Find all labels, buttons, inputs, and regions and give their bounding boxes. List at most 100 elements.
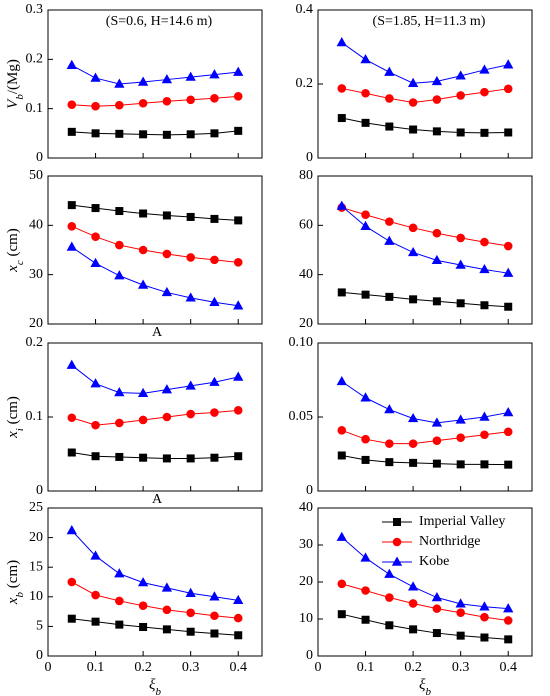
marker-square xyxy=(234,216,243,225)
marker-circle xyxy=(337,84,347,93)
marker-circle xyxy=(162,96,172,106)
marker-triangle xyxy=(384,66,395,76)
marker-square xyxy=(234,126,243,135)
y-tick-label: 20 xyxy=(299,574,313,589)
marker-square xyxy=(409,295,418,304)
marker-circle xyxy=(480,87,489,97)
marker-square xyxy=(361,118,370,127)
marker-square xyxy=(186,454,195,463)
series-line xyxy=(71,364,239,394)
marker-triangle xyxy=(161,384,173,394)
marker-circle xyxy=(67,577,77,587)
panel: 0 10 20 30 40 0 0.1 0.2 0.3 0.4 ξb Imperial Valley N… xyxy=(299,500,533,696)
axis-label-suffix: (cm) xyxy=(5,228,21,260)
marker-square xyxy=(361,455,370,464)
marker-circle xyxy=(456,608,465,618)
marker-circle xyxy=(186,608,195,618)
y-tick-label: 15 xyxy=(29,559,43,574)
y-tick-label: 50 xyxy=(29,168,43,183)
marker-circle xyxy=(91,101,100,111)
marker-square xyxy=(504,302,513,311)
marker-triangle xyxy=(114,78,125,88)
marker-square xyxy=(210,129,219,138)
marker-triangle xyxy=(503,603,514,613)
marker-triangle xyxy=(137,387,149,398)
marker-circle xyxy=(210,408,219,417)
marker-circle xyxy=(233,258,243,267)
marker-triangle xyxy=(233,300,244,310)
marker-square xyxy=(186,130,195,139)
marker-square xyxy=(385,122,394,131)
marker-triangle xyxy=(209,296,220,306)
marker-square xyxy=(385,621,394,630)
marker-square xyxy=(361,290,370,299)
marker-circle xyxy=(233,406,243,415)
marker-square xyxy=(91,129,100,138)
plot-frame xyxy=(47,175,263,325)
marker-square xyxy=(115,452,124,461)
y-tick-label: 5 xyxy=(36,619,43,634)
marker-square xyxy=(409,458,418,467)
marker-triangle xyxy=(407,581,419,591)
marker-circle xyxy=(408,223,418,233)
marker-triangle xyxy=(90,378,101,388)
marker-circle xyxy=(210,255,219,265)
marker-circle xyxy=(115,240,124,250)
marker-square xyxy=(162,454,171,463)
marker-square xyxy=(139,130,148,139)
marker-square xyxy=(504,635,513,644)
marker-square xyxy=(337,610,346,619)
plot-frame xyxy=(47,9,263,159)
marker-circle xyxy=(186,95,195,105)
marker-circle xyxy=(432,95,442,104)
plot-frame xyxy=(47,342,263,492)
marker-triangle xyxy=(503,59,514,69)
axis-label-symbol: x xyxy=(5,265,21,273)
marker-triangle xyxy=(407,412,419,423)
marker-triangle xyxy=(384,404,395,414)
marker-circle xyxy=(233,92,243,101)
marker-circle xyxy=(432,228,442,238)
axis-label: Vb/(Mg) xyxy=(5,59,25,109)
y-tick-label: 40 xyxy=(29,218,43,233)
plot-frame xyxy=(317,507,533,657)
marker-triangle xyxy=(161,582,173,592)
marker-square xyxy=(409,625,418,634)
axis-label-suffix: /(Mg) xyxy=(5,59,21,94)
marker-square xyxy=(186,627,195,636)
note: A xyxy=(152,492,163,507)
marker-triangle xyxy=(336,375,347,386)
marker-square xyxy=(115,207,124,216)
marker-triangle xyxy=(161,286,173,297)
marker-circle xyxy=(385,439,394,448)
marker-circle xyxy=(115,596,124,606)
marker-circle xyxy=(408,599,418,608)
panel: 20 30 40 50 xc (cm) A xyxy=(5,168,263,340)
marker-triangle xyxy=(479,601,490,611)
marker-triangle xyxy=(90,550,101,560)
marker-triangle xyxy=(479,64,490,74)
marker-square xyxy=(504,460,513,469)
marker-triangle xyxy=(431,417,443,427)
marker-triangle xyxy=(384,235,395,245)
marker-triangle xyxy=(391,556,403,566)
marker-triangle xyxy=(209,69,220,79)
axis-label: xi (cm) xyxy=(5,396,25,439)
marker-triangle xyxy=(431,75,443,86)
marker-square xyxy=(480,301,489,310)
axis-label-subscript: b xyxy=(14,591,26,597)
y-tick-label: 0.3 xyxy=(26,2,44,17)
marker-circle xyxy=(91,232,100,241)
marker-circle xyxy=(503,241,513,251)
marker-square xyxy=(456,299,465,308)
marker-circle xyxy=(337,426,347,435)
marker-square xyxy=(162,625,171,634)
marker-square xyxy=(456,460,465,469)
axis-label-symbol: x xyxy=(5,431,21,439)
note: A xyxy=(152,325,163,340)
marker-square xyxy=(337,114,346,123)
marker-triangle xyxy=(137,279,149,289)
panel: 0 0.1 0.2 0.3 Vb/(Mg) (S=0.6, H=14.6 m) xyxy=(5,2,263,165)
plot-frame xyxy=(317,9,533,159)
